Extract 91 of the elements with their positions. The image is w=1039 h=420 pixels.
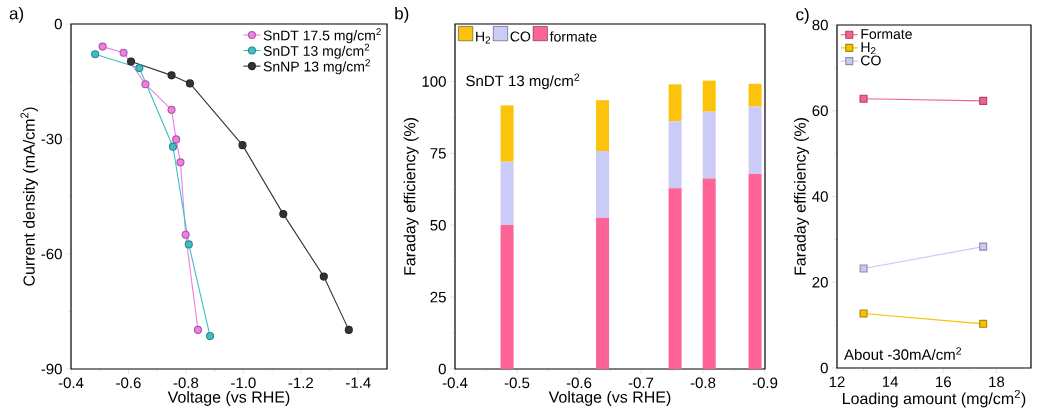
y-tick-label: 20 bbox=[812, 276, 828, 288]
point bbox=[238, 141, 247, 150]
legend-label: SnDT 17.5 mg/cm$^{2}$ bbox=[263, 28, 381, 44]
bar bbox=[596, 217, 610, 369]
x-axis-title: Loading amount (mg/cm$^{2}$) bbox=[843, 390, 1026, 408]
point bbox=[135, 64, 144, 73]
legend-label: CO bbox=[861, 55, 881, 66]
y-tick-label: 60 bbox=[812, 105, 828, 117]
x-tick-label: -0.5 bbox=[504, 377, 530, 389]
point bbox=[859, 94, 868, 103]
bar bbox=[702, 111, 716, 179]
y-tick-label: -90 bbox=[41, 363, 62, 375]
y-tick-label: 0 bbox=[54, 18, 62, 30]
point bbox=[172, 135, 181, 144]
x-tick-label: -0.9 bbox=[752, 377, 778, 389]
point bbox=[206, 331, 215, 341]
legend-label: CO bbox=[510, 31, 531, 42]
point bbox=[91, 50, 100, 59]
y-axis-title: Faraday efficiency (%) bbox=[403, 118, 419, 275]
annotation: About -30mA/cm$^{2}$ bbox=[844, 347, 962, 360]
x-tick-label: 14 bbox=[882, 376, 899, 387]
bar bbox=[702, 178, 716, 369]
y-tick-label: 75 bbox=[430, 148, 446, 159]
x-tick-label: -1.4 bbox=[346, 377, 371, 388]
annotation: SnDT 13 mg/cm$^{2}$ bbox=[466, 73, 580, 90]
text: a) bbox=[9, 6, 24, 23]
point bbox=[979, 242, 988, 251]
point bbox=[98, 42, 107, 51]
bar bbox=[748, 174, 762, 369]
x-tick-label: -0.6 bbox=[566, 377, 592, 389]
x-tick-label: -0.4 bbox=[58, 377, 84, 389]
bar bbox=[596, 100, 610, 152]
text: b) bbox=[395, 6, 409, 23]
x-tick-label: -1.2 bbox=[288, 377, 313, 388]
point bbox=[184, 240, 193, 249]
legend-label: formate bbox=[549, 31, 597, 42]
bar bbox=[748, 106, 762, 175]
bar bbox=[668, 121, 682, 189]
x-tick-label: -0.8 bbox=[173, 377, 199, 389]
y-tick-label: 25 bbox=[430, 291, 446, 303]
point bbox=[181, 230, 190, 239]
legend-label: SnDT 13 mg/cm$^{2}$ bbox=[263, 43, 370, 59]
legend-label: H$_{2}$ bbox=[861, 42, 876, 55]
point bbox=[859, 264, 868, 273]
text: c) bbox=[796, 7, 809, 24]
y-tick-label: -30 bbox=[41, 133, 62, 145]
bar bbox=[748, 83, 762, 107]
x-tick-label: 12 bbox=[829, 376, 845, 387]
x-axis-title: Voltage (vs RHE) bbox=[548, 391, 671, 406]
point bbox=[279, 210, 288, 219]
y-tick-label: 0 bbox=[820, 362, 828, 374]
x-tick-label: 16 bbox=[936, 376, 951, 388]
legend-label: SnNP 13 mg/cm$^{2}$ bbox=[263, 59, 370, 75]
x-tick-label: -0.8 bbox=[690, 377, 716, 389]
bar bbox=[668, 188, 682, 369]
point bbox=[344, 325, 353, 334]
point bbox=[141, 80, 150, 89]
legend-label: Formate bbox=[861, 29, 912, 39]
y-tick-label: 80 bbox=[812, 19, 828, 31]
y-axis-title: Current density (mA/cm$^{2}$) bbox=[20, 107, 38, 286]
point bbox=[127, 57, 136, 66]
x-tick-label: -0.4 bbox=[442, 377, 468, 389]
x-tick-label: 18 bbox=[989, 376, 1005, 388]
legend-label: H$_{2}$ bbox=[476, 31, 491, 44]
point bbox=[979, 96, 988, 105]
x-tick-label: -0.6 bbox=[116, 377, 141, 389]
bar bbox=[668, 84, 682, 122]
y-tick-label: -60 bbox=[41, 248, 62, 260]
x-tick-label: -0.7 bbox=[628, 377, 654, 389]
point bbox=[319, 272, 328, 281]
point bbox=[168, 142, 178, 151]
point bbox=[859, 309, 868, 318]
bar bbox=[500, 161, 514, 225]
y-axis-title: Faraday efficiency (%) bbox=[794, 118, 809, 275]
point bbox=[167, 71, 176, 80]
bar bbox=[500, 224, 514, 369]
y-tick-label: 0 bbox=[438, 363, 446, 375]
x-tick-label: -1.0 bbox=[231, 377, 256, 389]
bar bbox=[500, 105, 514, 162]
bar bbox=[702, 80, 716, 112]
point bbox=[176, 158, 185, 167]
y-tick-label: 40 bbox=[812, 191, 828, 202]
point bbox=[185, 79, 194, 88]
x-axis-title: Voltage (vs RHE) bbox=[167, 391, 290, 406]
point bbox=[193, 325, 203, 334]
point bbox=[979, 319, 988, 328]
y-tick-label: 50 bbox=[430, 219, 446, 231]
y-tick-label: 100 bbox=[422, 76, 446, 87]
point bbox=[119, 48, 128, 57]
bar bbox=[596, 151, 610, 218]
point bbox=[167, 105, 176, 114]
